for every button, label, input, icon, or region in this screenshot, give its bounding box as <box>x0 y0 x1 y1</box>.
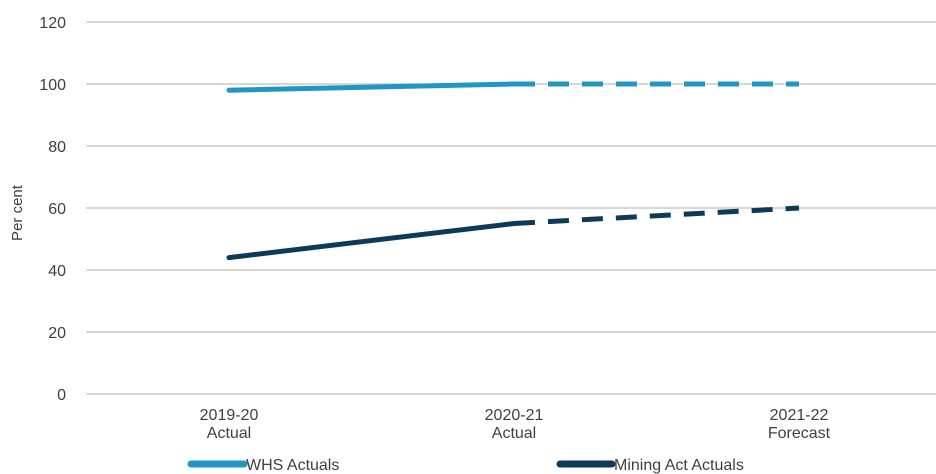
x-tick-label: Actual <box>207 425 251 442</box>
y-tick-label: 100 <box>39 77 66 94</box>
x-tick-label: 2020-21 <box>485 407 544 424</box>
series-1-segment-1 <box>513 205 800 226</box>
x-tick-label: 2019-20 <box>200 407 259 424</box>
y-axis-ticks: 0 20 40 60 80 100 120 <box>39 15 66 404</box>
series-0-segment-0 <box>226 81 517 93</box>
x-axis-ticks: 2019-20Actual2020-21Actual2021-22Forecas… <box>200 407 831 442</box>
legend-label: Mining Act Actuals <box>614 457 744 474</box>
series-lines <box>226 81 800 261</box>
legend: WHS Actuals Mining Act Actuals <box>187 457 744 474</box>
x-tick-label: Forecast <box>768 425 831 442</box>
x-tick-label: Actual <box>492 425 536 442</box>
y-tick-label: 120 <box>39 15 66 32</box>
y-tick-label: 20 <box>48 325 66 342</box>
y-axis-title: Per cent <box>9 184 26 241</box>
legend-label: WHS Actuals <box>246 457 339 474</box>
y-tick-label: 80 <box>48 139 66 156</box>
series-1-segment-0 <box>226 221 517 261</box>
x-tick-label: 2021-22 <box>770 407 829 424</box>
y-tick-label: 40 <box>48 263 66 280</box>
y-tick-label: 0 <box>57 387 66 404</box>
y-tick-label: 60 <box>48 201 66 218</box>
gridlines <box>86 21 936 395</box>
